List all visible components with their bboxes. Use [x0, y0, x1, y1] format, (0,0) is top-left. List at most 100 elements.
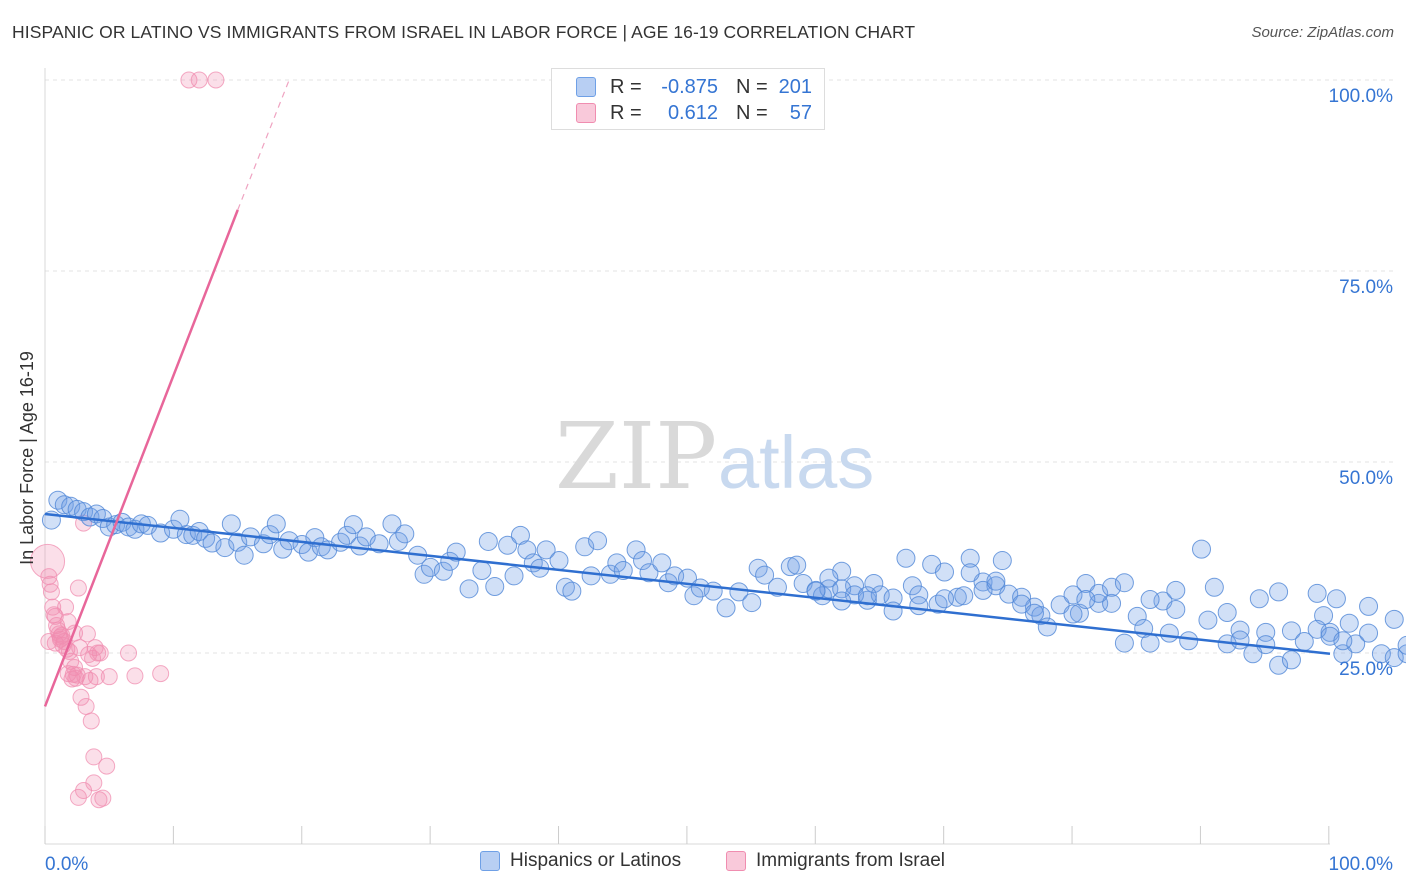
point-hispanic	[755, 565, 775, 585]
point-hispanic	[1384, 609, 1404, 629]
point-hispanic	[780, 557, 800, 577]
point-israel	[42, 583, 60, 601]
point-hispanic	[151, 523, 171, 543]
source-label: Source: ZipAtlas.com	[1251, 24, 1394, 41]
point-hispanic	[684, 586, 704, 606]
point-hispanic	[1063, 585, 1083, 605]
n-value: 201	[778, 75, 812, 98]
point-hispanic	[1204, 577, 1224, 597]
point-hispanic	[1256, 635, 1276, 655]
point-hispanic	[1102, 577, 1122, 597]
point-hispanic	[1326, 589, 1346, 609]
point-hispanic	[54, 495, 74, 515]
trend-line-hispanic	[44, 512, 1331, 656]
chart-title: HISPANIC OR LATINO VS IMMIGRANTS FROM IS…	[12, 22, 916, 42]
point-israel	[77, 697, 95, 715]
point-hispanic	[626, 540, 646, 560]
y-tick-label: 25.0%	[1339, 659, 1393, 680]
point-hispanic	[639, 563, 659, 583]
point-hispanic	[1269, 582, 1289, 602]
point-hispanic	[369, 534, 389, 554]
point-israel	[72, 688, 90, 706]
point-israel	[51, 628, 69, 646]
point-israel	[100, 668, 118, 686]
point-hispanic	[504, 566, 524, 586]
point-hispanic	[1384, 648, 1404, 668]
point-hispanic	[395, 524, 415, 544]
point-hispanic	[613, 560, 633, 580]
point-hispanic	[633, 551, 653, 571]
point-israel	[190, 71, 208, 89]
point-israel	[87, 668, 105, 686]
point-hispanic	[1024, 603, 1044, 623]
point-hispanic	[1076, 590, 1096, 610]
legend-item-hispanic[interactable]: Hispanics or Latinos	[480, 850, 681, 872]
point-israel	[98, 757, 116, 775]
trend-line-israel	[43, 209, 239, 707]
point-israel	[85, 774, 103, 792]
y-tick-label: 100.0%	[1329, 86, 1394, 107]
point-hispanic	[1359, 596, 1379, 616]
point-hispanic	[221, 514, 241, 534]
point-hispanic	[1230, 630, 1250, 650]
point-hispanic	[960, 563, 980, 583]
point-hispanic	[1102, 593, 1122, 613]
legend-swatch-israel	[726, 851, 746, 871]
point-hispanic	[1012, 594, 1032, 614]
point-israel	[207, 71, 225, 89]
point-hispanic	[498, 535, 518, 555]
point-hispanic	[575, 537, 595, 557]
point-hispanic	[1089, 583, 1109, 603]
point-hispanic	[588, 531, 608, 551]
legend-label-hispanic: Hispanics or Latinos	[510, 850, 682, 871]
point-hispanic	[1307, 583, 1327, 603]
x-tick-label: 100.0%	[1329, 854, 1394, 875]
point-hispanic	[1320, 626, 1340, 646]
point-hispanic	[1339, 613, 1359, 633]
point-hispanic	[935, 589, 954, 609]
point-hispanic	[510, 525, 530, 545]
point-israel	[85, 748, 103, 766]
legend-swatch-hispanic	[480, 851, 500, 871]
point-hispanic	[909, 585, 929, 605]
stats-legend: R = -0.875 N = 201 R = 0.612 N = 57	[551, 68, 825, 130]
watermark-zip: ZIP	[555, 403, 717, 510]
point-hispanic	[446, 542, 466, 562]
trend-lines	[43, 79, 1331, 707]
point-hispanic	[1371, 644, 1391, 664]
point-israel	[152, 665, 170, 683]
point-hispanic	[382, 514, 402, 534]
point-hispanic	[767, 577, 787, 597]
r-label: R =	[610, 101, 642, 124]
point-hispanic	[652, 553, 672, 573]
point-hispanic	[1333, 631, 1353, 651]
point-hispanic	[337, 525, 357, 545]
point-hispanic	[1179, 631, 1199, 651]
point-israel	[126, 667, 144, 685]
legend-item-israel[interactable]: Immigrants from Israel	[726, 850, 945, 872]
point-israel	[91, 644, 109, 662]
point-hispanic	[1114, 633, 1134, 653]
point-hispanic	[1140, 590, 1160, 610]
series-hispanic-points	[41, 490, 1406, 675]
point-hispanic	[478, 531, 498, 551]
r-value: 0.612	[667, 101, 718, 124]
point-hispanic	[1333, 644, 1353, 664]
stats-swatch-israel	[576, 103, 596, 123]
point-hispanic	[421, 557, 440, 577]
point-hispanic	[999, 584, 1019, 604]
point-hispanic	[864, 573, 884, 593]
point-hispanic	[986, 571, 1006, 591]
axes	[44, 68, 1330, 845]
watermark-atlas: atlas	[718, 421, 874, 504]
point-hispanic	[1140, 633, 1160, 653]
point-hispanic	[607, 553, 627, 573]
point-hispanic	[992, 551, 1012, 571]
point-hispanic	[787, 555, 807, 575]
point-hispanic	[909, 596, 929, 616]
point-hispanic	[202, 533, 222, 553]
point-hispanic	[472, 560, 492, 580]
point-hispanic	[1166, 599, 1186, 619]
point-israel	[78, 625, 96, 643]
